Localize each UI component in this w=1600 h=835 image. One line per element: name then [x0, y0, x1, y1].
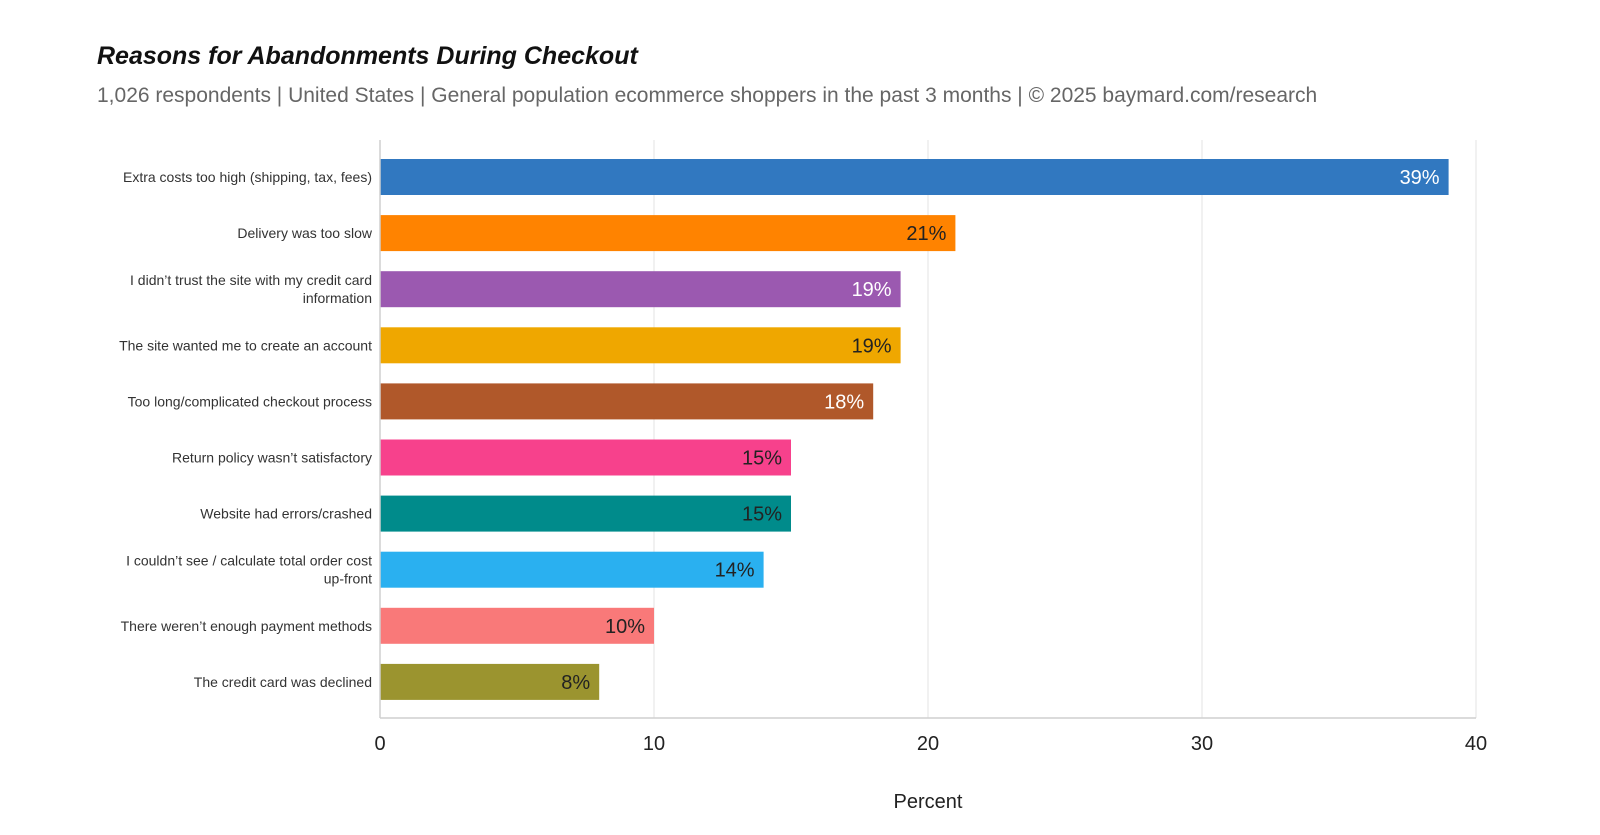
x-axis-title: Percent [894, 791, 963, 813]
category-label: Delivery was too slow [237, 225, 372, 241]
category-label: The credit card was declined [194, 674, 372, 690]
bar-value-label: 10% [605, 616, 645, 638]
bar-value-label: 15% [742, 448, 782, 470]
category-labels: Extra costs too high (shipping, tax, fee… [119, 169, 373, 690]
x-tick-label: 40 [1465, 733, 1487, 755]
bar [380, 215, 956, 252]
category-label: Return policy wasn’t satisfactory [172, 450, 372, 466]
x-tick-label: 0 [374, 733, 385, 755]
chart-subtitle: 1,026 respondents | United States | Gene… [97, 84, 1318, 107]
bar-value-label: 21% [906, 223, 946, 245]
chart-title: Reasons for Abandonments During Checkout [97, 42, 638, 70]
bar-value-label: 19% [852, 279, 892, 301]
category-label: up-front [324, 571, 372, 587]
bar [380, 159, 1449, 195]
bar [380, 271, 901, 308]
bar-value-label: 18% [824, 391, 864, 413]
bar [380, 607, 654, 644]
bar [380, 663, 600, 700]
bar [380, 327, 901, 364]
category-label: I couldn’t see / calculate total order c… [126, 553, 372, 569]
bar-value-label: 15% [742, 504, 782, 526]
category-label: There weren’t enough payment methods [121, 618, 372, 634]
category-label: Website had errors/crashed [200, 506, 372, 522]
category-label: Too long/complicated checkout process [128, 393, 372, 409]
bar [380, 439, 791, 476]
x-tick-label: 30 [1191, 733, 1213, 755]
bar [380, 551, 764, 588]
bar-value-label: 39% [1400, 167, 1440, 189]
x-tick-label: 10 [643, 733, 665, 755]
category-label: I didn’t trust the site with my credit c… [130, 272, 372, 288]
bar-value-label: 8% [561, 672, 590, 694]
x-tick-label: 20 [917, 733, 939, 755]
x-axis: 0 10 20 30 40 [374, 140, 1487, 755]
bar [380, 495, 791, 532]
bars: 39% 21% 19% 19% 18% 15% 15% 14% 10% 8% [380, 159, 1449, 700]
bar-value-label: 14% [715, 560, 755, 582]
bar [380, 383, 874, 420]
bar-value-label: 19% [852, 335, 892, 357]
category-label: Extra costs too high (shipping, tax, fee… [123, 169, 372, 185]
category-label: information [303, 290, 372, 306]
category-label: The site wanted me to create an account [119, 337, 372, 353]
